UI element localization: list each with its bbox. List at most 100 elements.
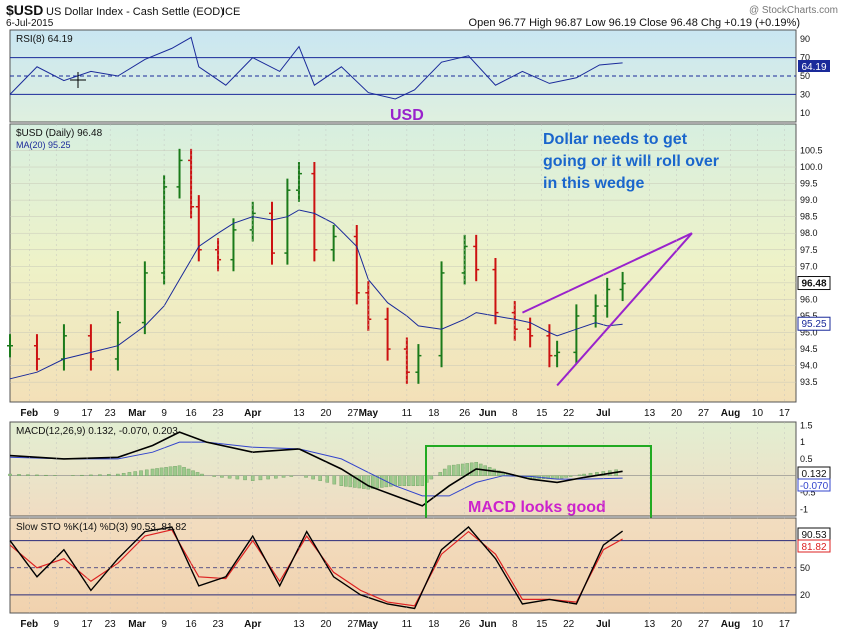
price-bar <box>604 277 611 318</box>
macd-histogram-bar <box>220 475 224 478</box>
x-axis-top: Feb 9 17 23 Mar 9 16 23 Apr 13 20 27 May 11 18 26 Jun 8 15… <box>20 124 790 419</box>
x-tick-label: 17 <box>81 408 93 419</box>
x-tick-label: 27 <box>347 619 359 630</box>
x-tick-label: 23 <box>105 408 117 419</box>
price-bar <box>176 148 183 199</box>
price-bar <box>473 234 480 282</box>
x-tick-label: 10 <box>752 619 764 630</box>
macd-histogram-bar <box>492 468 496 476</box>
macd-histogram-bar <box>406 475 411 486</box>
k-last-value: 90.53 <box>801 530 826 541</box>
rsi-axis: 10 30 50 70 90 <box>800 34 810 118</box>
chart-date: 6-Jul-2015 <box>6 18 54 29</box>
macd-histogram-bar <box>173 466 177 476</box>
d-value-box <box>797 539 831 553</box>
macd-histogram-bar <box>195 472 200 476</box>
dollar-note-line-1: Dollar needs to get <box>543 131 688 148</box>
macd-histogram-bar <box>582 473 586 476</box>
x-tick-label: May <box>359 619 379 630</box>
macd-histogram-bar <box>281 475 286 478</box>
macd-histogram-bar <box>348 475 353 488</box>
watermark: @ StockCharts.com <box>749 5 838 16</box>
macd-histogram-bar <box>26 474 30 476</box>
macd-histogram-bar <box>150 468 155 476</box>
macd-histogram-bar <box>182 467 186 476</box>
macd-tick-label: -1 <box>800 504 808 514</box>
macd-line <box>9 431 623 507</box>
price-tick-label: 99.5 <box>800 179 818 189</box>
ma-last-value-box <box>797 316 831 331</box>
rsi-last-value: 64.19 <box>801 62 826 73</box>
macd-histogram-bar <box>469 462 474 476</box>
macd-histogram-bar <box>44 474 48 476</box>
macd-histogram-bar <box>415 475 420 486</box>
macd-histogram-bar <box>144 469 149 476</box>
macd-histogram-bar <box>212 475 217 477</box>
price-bar <box>592 294 599 328</box>
x-tick-label: Feb <box>20 619 38 630</box>
x-tick-label: Jun <box>479 408 497 419</box>
x-tick-label: 27 <box>698 408 710 419</box>
rsi-tick-label: 50 <box>800 71 810 81</box>
x-tick-label: 23 <box>212 408 224 419</box>
dollar-note-line-2: going or it will roll over <box>543 153 719 170</box>
wedge-trendlines <box>522 232 693 387</box>
macd-histogram-bar <box>98 474 102 476</box>
price-bar <box>230 218 237 272</box>
macd-histogram-bar <box>357 475 362 489</box>
macd-histogram-bar <box>186 468 191 476</box>
exchange-label: ICE <box>222 6 240 18</box>
macd-tick-label: 1.5 <box>800 420 813 430</box>
x-tick-label: 15 <box>536 408 548 419</box>
macd-histogram-bar <box>588 472 593 476</box>
wedge-line <box>556 232 693 387</box>
macd-histogram-bar <box>80 474 84 476</box>
macd-histogram-bar <box>429 475 434 480</box>
macd-histogram-bar <box>375 475 380 489</box>
chart-header: $USD US Dollar Index - Cash Settle (EOD)… <box>6 2 838 29</box>
macd-histogram-bar <box>402 475 407 486</box>
d-last-value: 81.82 <box>801 542 826 553</box>
price-bar <box>195 195 202 262</box>
macd-histogram-bar <box>447 465 452 476</box>
macd-histogram-bar <box>127 472 132 476</box>
x-tick-label: 18 <box>428 619 440 630</box>
dollar-note-line-3: in this wedge <box>543 175 644 192</box>
macd-tick-label: 0.5 <box>800 454 813 464</box>
macd-histogram-bar <box>411 475 416 486</box>
x-tick-label: 26 <box>459 408 471 419</box>
macd-legend: MACD(12,26,9) 0.132, -0.070, 0.203 <box>16 426 178 437</box>
x-tick-label: 8 <box>512 408 518 419</box>
x-tick-label: Apr <box>244 408 261 419</box>
x-tick-label: Apr <box>244 619 261 630</box>
x-tick-label: 8 <box>512 619 518 630</box>
stochastic-legend: Slow STO %K(14) %D(3) 90.53, 81.82 <box>16 522 187 533</box>
macd-histogram-bar <box>420 475 425 486</box>
x-tick-label: Aug <box>721 619 740 630</box>
price-bar <box>284 178 291 265</box>
rsi-line <box>9 36 623 100</box>
macd-note: MACD looks good <box>468 499 606 516</box>
x-tick-label: 17 <box>779 619 791 630</box>
macd-histogram-bar <box>35 474 39 476</box>
price-bar <box>311 162 318 262</box>
macd-last-value: 0.132 <box>801 469 826 480</box>
macd-histogram-bar <box>89 474 93 476</box>
price-tick-label: 95.0 <box>800 328 818 338</box>
x-tick-label: 20 <box>320 619 332 630</box>
macd-histogram-bar <box>235 475 240 480</box>
price-tick-label: 99.0 <box>800 195 818 205</box>
macd-histogram-bar <box>559 475 564 479</box>
x-tick-label: 17 <box>779 408 791 419</box>
price-tick-label: 96.0 <box>800 294 818 304</box>
price-axis: 93.594.094.595.095.596.096.597.097.598.0… <box>800 145 823 387</box>
macd-histogram-bar <box>339 475 344 486</box>
price-bar <box>7 334 13 358</box>
price-bar <box>438 261 445 368</box>
x-tick-label: 22 <box>563 408 575 419</box>
x-tick-label: 27 <box>698 619 710 630</box>
macd-histogram-bar <box>546 475 550 480</box>
x-tick-label: 11 <box>402 408 413 419</box>
macd-histogram-bar <box>388 475 393 487</box>
